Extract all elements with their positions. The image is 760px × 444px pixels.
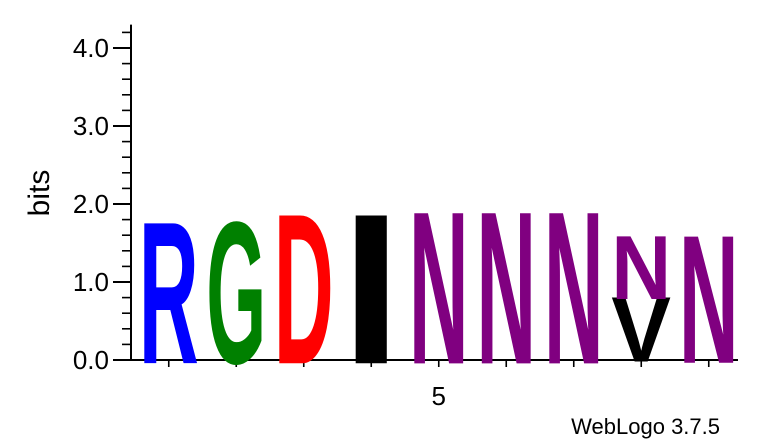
y-tick-label: 2.0 — [73, 189, 109, 219]
logo-letter-r: R — [139, 180, 199, 406]
logo-letter-g: G — [206, 179, 266, 406]
logo-letter-v: V — [611, 278, 671, 382]
logo-letter-n: N — [611, 218, 671, 319]
logo-letter-d: D — [274, 171, 334, 410]
logo-letter-n: N — [476, 166, 536, 409]
y-tick-label: 4.0 — [73, 33, 109, 63]
weblogo-credit: WebLogo 3.7.5 — [571, 414, 720, 439]
x-axis: 5 — [130, 359, 738, 411]
y-axis-title: bits — [23, 170, 56, 217]
logo-glyphs: R G D I N N N VN N — [139, 166, 739, 409]
logo-letter-n: N — [544, 166, 604, 409]
y-tick-label: 3.0 — [73, 111, 109, 141]
x-tick-label: 5 — [432, 381, 446, 411]
logo-letter-n: N — [679, 198, 739, 403]
y-tick-label: 0.0 — [73, 345, 109, 375]
logo-letter-n: N — [409, 166, 469, 409]
logo-letter-i: I — [341, 169, 401, 409]
y-axis: 0.0 1.0 2.0 3.0 4.0 — [73, 24, 132, 375]
y-tick-label: 1.0 — [73, 267, 109, 297]
